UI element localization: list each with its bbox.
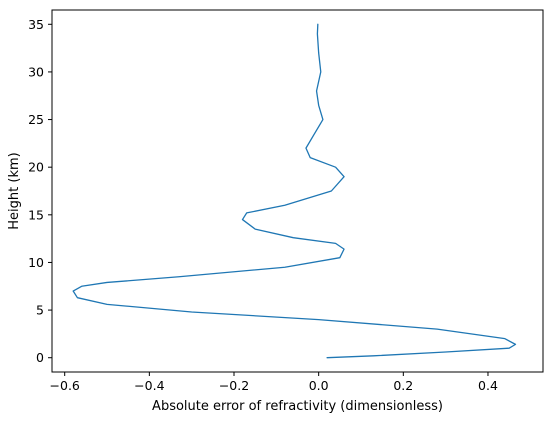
x-axis-label: Absolute error of refractivity (dimensio…	[152, 399, 443, 414]
y-tick-label: 30	[28, 64, 44, 79]
y-tick-label: 5	[36, 303, 44, 318]
y-axis-ticks: 0 5 10 15 20 25 30 35	[28, 17, 52, 365]
y-tick-label: 10	[28, 255, 44, 270]
series-0-line	[72, 23, 517, 359]
x-tick-label: −0.2	[219, 378, 249, 393]
y-axis-label: Height (km)	[7, 152, 22, 229]
x-tick-label: 0.2	[393, 378, 413, 393]
x-tick-label: −0.4	[134, 378, 164, 393]
plot-area	[51, 9, 544, 373]
axes-frame	[51, 9, 544, 373]
x-tick-label: 0.0	[309, 378, 329, 393]
y-tick-label: 15	[28, 207, 44, 222]
y-tick-label: 20	[28, 160, 44, 175]
x-axis-ticks: −0.6 −0.4 −0.2 0.0 0.2 0.4	[50, 372, 498, 393]
y-tick-label: 35	[28, 17, 44, 32]
x-tick-label: −0.6	[50, 378, 80, 393]
y-tick-label: 0	[36, 350, 44, 365]
y-tick-label: 25	[28, 112, 44, 127]
x-tick-label: 0.4	[478, 378, 498, 393]
